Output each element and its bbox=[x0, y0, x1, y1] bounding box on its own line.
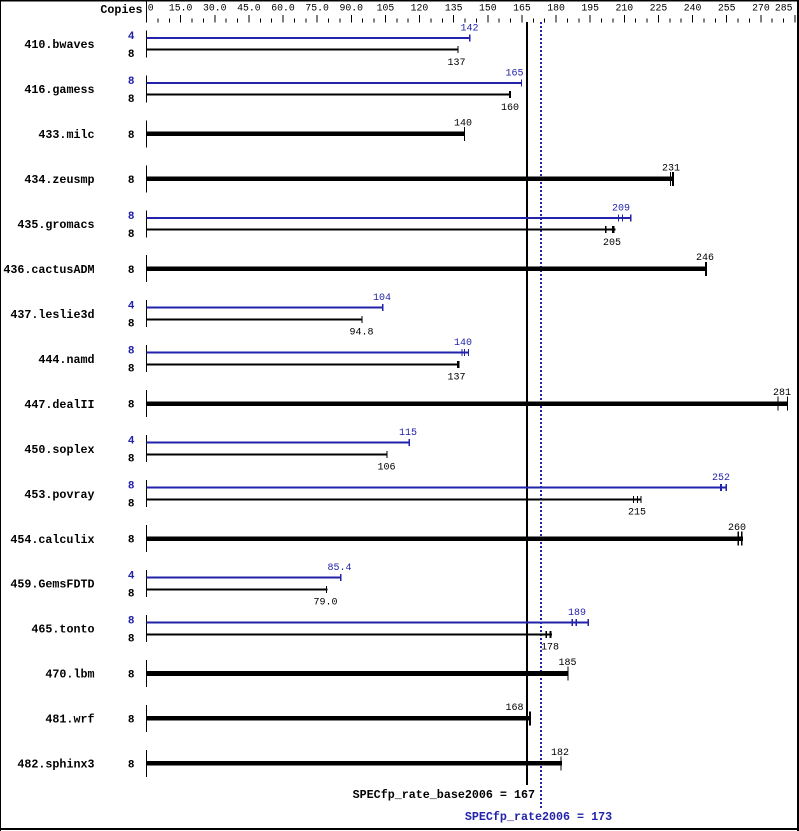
svg-text:231: 231 bbox=[662, 163, 680, 174]
svg-text:45.0: 45.0 bbox=[237, 3, 261, 14]
svg-text:453.povray: 453.povray bbox=[24, 488, 94, 502]
svg-text:8: 8 bbox=[128, 481, 135, 493]
svg-text:459.GemsFDTD: 459.GemsFDTD bbox=[10, 578, 94, 592]
svg-text:8: 8 bbox=[128, 400, 135, 412]
svg-text:210: 210 bbox=[615, 3, 633, 14]
svg-text:246: 246 bbox=[696, 253, 714, 264]
svg-text:85.4: 85.4 bbox=[327, 563, 351, 574]
svg-text:270: 270 bbox=[752, 3, 770, 14]
svg-text:435.gromacs: 435.gromacs bbox=[17, 218, 94, 232]
svg-text:SPECfp_rate_base2006 = 167: SPECfp_rate_base2006 = 167 bbox=[353, 788, 535, 802]
svg-text:60.0: 60.0 bbox=[271, 3, 295, 14]
svg-text:205: 205 bbox=[603, 238, 621, 249]
svg-text:104: 104 bbox=[373, 293, 391, 304]
svg-text:30.0: 30.0 bbox=[203, 3, 227, 14]
svg-text:470.lbm: 470.lbm bbox=[45, 668, 94, 682]
svg-text:140: 140 bbox=[454, 118, 472, 129]
svg-text:8: 8 bbox=[128, 94, 135, 106]
svg-text:195: 195 bbox=[581, 3, 599, 14]
svg-text:Copies: Copies bbox=[100, 3, 142, 17]
svg-text:4: 4 bbox=[128, 571, 135, 583]
svg-text:8: 8 bbox=[128, 454, 135, 466]
svg-text:182: 182 bbox=[551, 748, 569, 759]
svg-text:165: 165 bbox=[513, 3, 531, 14]
svg-text:436.cactusADM: 436.cactusADM bbox=[3, 263, 94, 277]
svg-text:137: 137 bbox=[447, 373, 465, 384]
svg-text:168: 168 bbox=[505, 703, 523, 714]
svg-text:4: 4 bbox=[128, 436, 135, 448]
svg-text:106: 106 bbox=[377, 463, 395, 474]
svg-text:482.sphinx3: 482.sphinx3 bbox=[17, 758, 94, 772]
svg-text:240: 240 bbox=[684, 3, 702, 14]
svg-text:90.0: 90.0 bbox=[340, 3, 364, 14]
svg-text:8: 8 bbox=[128, 130, 135, 142]
svg-text:8: 8 bbox=[128, 76, 135, 88]
svg-text:165: 165 bbox=[505, 68, 523, 79]
svg-text:260: 260 bbox=[728, 523, 746, 534]
svg-text:8: 8 bbox=[128, 229, 135, 241]
svg-text:8: 8 bbox=[128, 175, 135, 187]
svg-text:189: 189 bbox=[568, 608, 586, 619]
svg-text:215: 215 bbox=[628, 508, 646, 519]
svg-text:285: 285 bbox=[775, 3, 793, 14]
svg-text:8: 8 bbox=[128, 211, 135, 223]
svg-text:8: 8 bbox=[128, 589, 135, 601]
svg-text:105: 105 bbox=[377, 3, 395, 14]
svg-text:225: 225 bbox=[650, 3, 668, 14]
svg-text:137: 137 bbox=[447, 58, 465, 69]
svg-text:8: 8 bbox=[128, 364, 135, 376]
svg-text:434.zeusmp: 434.zeusmp bbox=[24, 173, 94, 187]
svg-text:450.soplex: 450.soplex bbox=[24, 443, 94, 457]
svg-text:454.calculix: 454.calculix bbox=[10, 533, 94, 547]
svg-text:75.0: 75.0 bbox=[305, 3, 329, 14]
svg-text:8: 8 bbox=[128, 265, 135, 277]
svg-text:4: 4 bbox=[128, 31, 135, 43]
svg-text:465.tonto: 465.tonto bbox=[31, 623, 94, 637]
svg-text:135: 135 bbox=[445, 3, 463, 14]
svg-text:8: 8 bbox=[128, 346, 135, 358]
svg-text:252: 252 bbox=[712, 473, 730, 484]
svg-text:437.leslie3d: 437.leslie3d bbox=[10, 308, 94, 322]
svg-text:8: 8 bbox=[128, 714, 135, 726]
svg-text:185: 185 bbox=[558, 658, 576, 669]
svg-text:416.gamess: 416.gamess bbox=[24, 83, 94, 97]
svg-text:SPECfp_rate2006 = 173: SPECfp_rate2006 = 173 bbox=[465, 810, 612, 824]
svg-text:150: 150 bbox=[479, 3, 497, 14]
svg-text:444.namd: 444.namd bbox=[38, 353, 94, 367]
svg-text:178: 178 bbox=[541, 643, 559, 654]
svg-text:160: 160 bbox=[501, 103, 519, 114]
svg-text:255: 255 bbox=[718, 3, 736, 14]
svg-text:433.milc: 433.milc bbox=[38, 128, 94, 142]
svg-text:180: 180 bbox=[547, 3, 565, 14]
svg-text:115: 115 bbox=[399, 428, 417, 439]
svg-text:140: 140 bbox=[454, 338, 472, 349]
svg-text:8: 8 bbox=[128, 319, 135, 331]
svg-text:481.wrf: 481.wrf bbox=[45, 713, 94, 727]
svg-text:8: 8 bbox=[128, 616, 135, 628]
svg-text:142: 142 bbox=[460, 23, 478, 34]
svg-text:4: 4 bbox=[128, 301, 135, 313]
svg-text:79.0: 79.0 bbox=[313, 598, 337, 609]
svg-text:281: 281 bbox=[773, 388, 791, 399]
svg-text:94.8: 94.8 bbox=[349, 328, 373, 339]
svg-text:8: 8 bbox=[128, 49, 135, 61]
svg-text:8: 8 bbox=[128, 670, 135, 682]
svg-text:8: 8 bbox=[128, 759, 135, 771]
svg-text:447.dealII: 447.dealII bbox=[24, 398, 94, 412]
svg-text:8: 8 bbox=[128, 499, 135, 511]
svg-text:120: 120 bbox=[411, 3, 429, 14]
svg-text:8: 8 bbox=[128, 535, 135, 547]
svg-text:410.bwaves: 410.bwaves bbox=[24, 38, 94, 52]
svg-text:8: 8 bbox=[128, 634, 135, 646]
svg-text:209: 209 bbox=[612, 203, 630, 214]
svg-text:15.0: 15.0 bbox=[169, 3, 193, 14]
svg-text:0: 0 bbox=[148, 3, 154, 14]
